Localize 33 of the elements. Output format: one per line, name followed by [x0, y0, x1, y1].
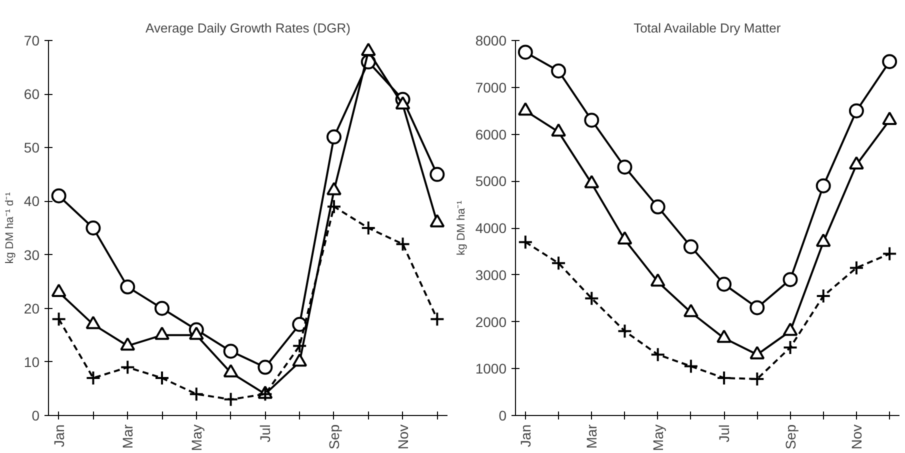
x-tick-label: Nov [848, 424, 864, 450]
y-tick-label: 60 [24, 86, 40, 102]
y-tick-label: 20 [24, 300, 40, 316]
x-tick-label: Mar [584, 424, 600, 449]
y-tick-label: 10 [24, 354, 40, 370]
chart-title: Average Daily Growth Rates (DGR) [146, 20, 350, 36]
x-tick-label: Jul [257, 424, 274, 442]
x-tick-label: May [650, 424, 666, 451]
y-tick-label: 50 [24, 140, 40, 156]
y-tick-label: 0 [498, 408, 507, 424]
y-tick-label: 7000 [475, 79, 507, 96]
x-tick-label: Sep [326, 424, 342, 450]
y-tick-label: 3000 [475, 266, 507, 283]
chart-title: Total Available Dry Matter [634, 20, 782, 36]
x-tick-label: May [188, 424, 204, 451]
x-tick-label: Nov [394, 424, 411, 450]
y-axis-title: kg DM ha⁻¹ [455, 200, 468, 256]
y-tick-label: 40 [24, 193, 40, 210]
y-tick-label: 8000 [475, 32, 507, 48]
x-tick-label: Jan [517, 424, 534, 448]
y-tick-label: 2000 [475, 314, 507, 330]
x-tick-label: Jan [50, 424, 67, 448]
y-tick-label: 70 [24, 32, 40, 48]
x-tick-label: Sep [782, 424, 798, 450]
x-tick-label: Mar [120, 424, 136, 449]
x-tick-label: Jul [716, 424, 732, 442]
y-tick-label: 0 [32, 408, 40, 424]
y-tick-label: 1000 [475, 360, 507, 377]
y-axis-title: kg DM ha⁻¹ d⁻¹ [4, 192, 16, 264]
y-tick-label: 30 [24, 246, 40, 263]
y-tick-label: 4000 [475, 220, 507, 236]
y-tick-label: 6000 [475, 126, 507, 142]
y-tick-label: 5000 [475, 173, 507, 190]
